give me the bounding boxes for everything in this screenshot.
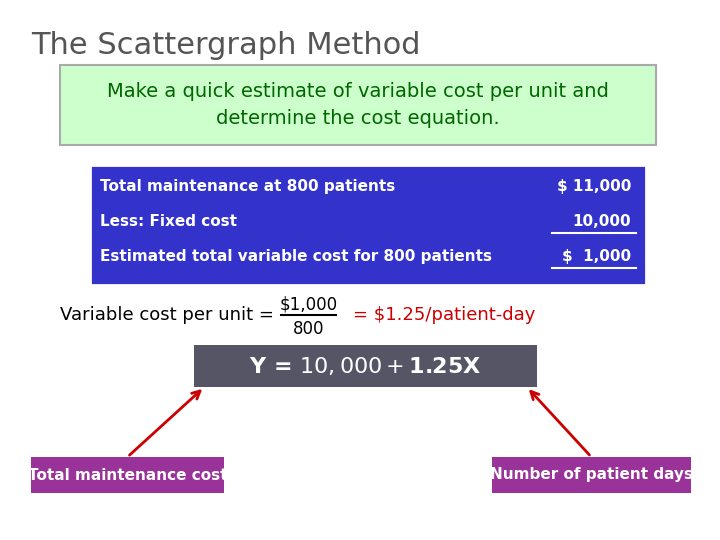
Text: $  1,000: $ 1,000: [562, 249, 631, 265]
FancyBboxPatch shape: [90, 165, 646, 285]
Text: The Scattergraph Method: The Scattergraph Method: [31, 30, 420, 59]
Text: 800: 800: [293, 320, 324, 338]
Text: Total maintenance at 800 patients: Total maintenance at 800 patients: [100, 179, 395, 194]
Text: 10,000: 10,000: [572, 214, 631, 230]
Text: Less: Fixed cost: Less: Fixed cost: [100, 214, 237, 230]
FancyBboxPatch shape: [492, 457, 690, 493]
Text: Number of patient days: Number of patient days: [490, 468, 693, 483]
FancyBboxPatch shape: [31, 457, 224, 493]
Text: Make a quick estimate of variable cost per unit and
determine the cost equation.: Make a quick estimate of variable cost p…: [107, 82, 609, 128]
Text: $ 11,000: $ 11,000: [557, 179, 631, 194]
Text: Total maintenance cost: Total maintenance cost: [27, 468, 228, 483]
Text: $1,000: $1,000: [279, 295, 338, 313]
Text: Y = $10,000 + $1.25X: Y = $10,000 + $1.25X: [249, 355, 482, 377]
Text: = $1.25/patient-day: = $1.25/patient-day: [354, 306, 536, 324]
Text: Variable cost per unit =: Variable cost per unit =: [60, 306, 280, 324]
Text: Estimated total variable cost for 800 patients: Estimated total variable cost for 800 pa…: [100, 249, 492, 265]
FancyBboxPatch shape: [194, 345, 537, 387]
FancyBboxPatch shape: [60, 65, 656, 145]
